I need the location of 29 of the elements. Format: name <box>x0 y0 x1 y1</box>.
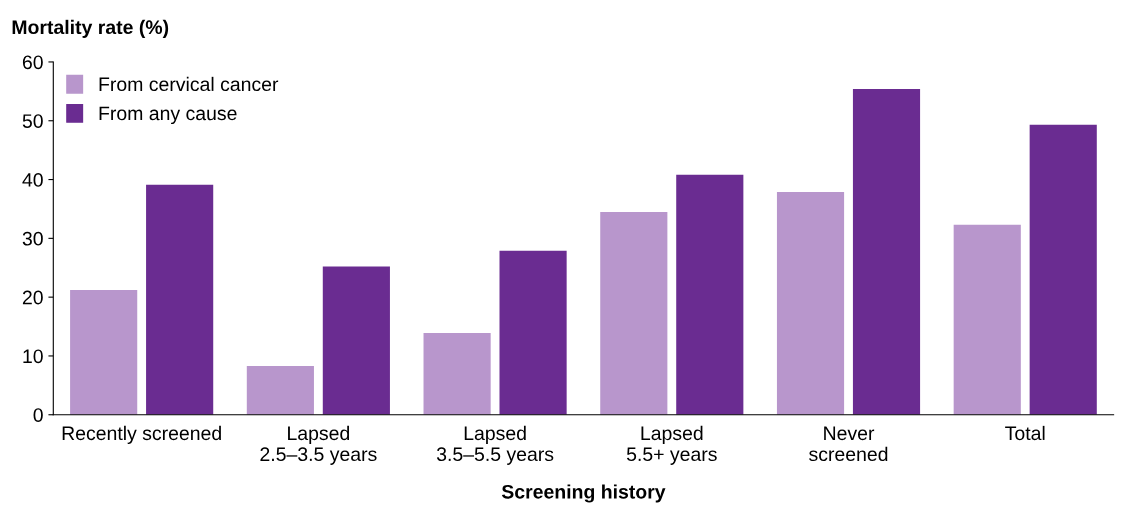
bar <box>600 211 668 415</box>
bar <box>852 89 921 415</box>
y-tick-label: 10 <box>23 349 43 364</box>
y-axis-title: Mortality rate (%) <box>12 19 169 38</box>
legend-label: From any cause <box>99 106 237 125</box>
x-tick-label: Lapsed 2.5–3.5 years <box>260 425 377 465</box>
y-tick-label: 30 <box>22 231 43 246</box>
bar <box>146 184 214 415</box>
x-tick-label: Lapsed 3.5–5.5 years <box>436 425 554 465</box>
y-tick-label: 50 <box>22 114 43 128</box>
x-axis-title: Screening history <box>501 484 666 503</box>
y-tick-label: 0 <box>33 408 43 422</box>
bar <box>70 290 138 415</box>
bar <box>322 266 390 415</box>
bar <box>246 365 314 415</box>
bar <box>499 250 567 415</box>
bar <box>776 191 845 415</box>
bar <box>1029 124 1097 415</box>
x-tick-label: Lapsed 5.5+ years <box>626 425 717 465</box>
y-tick-label: 20 <box>22 290 43 305</box>
x-tick-label: Recently screened <box>62 425 221 444</box>
y-tick-label: 60 <box>22 55 43 70</box>
legend-label: From cervical cancer <box>99 76 279 92</box>
x-tick-label: Total <box>1005 425 1045 441</box>
bar <box>423 333 491 415</box>
y-tick-label: 40 <box>22 173 43 187</box>
bar <box>676 174 744 415</box>
bar <box>953 224 1021 415</box>
x-tick-label: Never screened <box>809 426 888 462</box>
